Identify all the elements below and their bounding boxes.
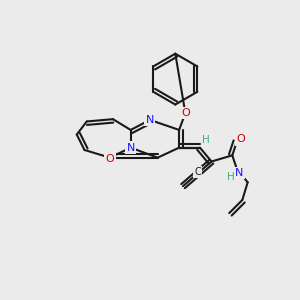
Text: O: O — [106, 154, 114, 164]
Text: N: N — [146, 115, 154, 125]
Text: O: O — [236, 134, 245, 144]
Text: C: C — [194, 167, 201, 177]
Text: N: N — [127, 143, 135, 153]
Text: H: H — [202, 135, 210, 145]
Text: N: N — [235, 168, 243, 178]
Text: H: H — [227, 172, 235, 182]
Text: O: O — [181, 108, 190, 118]
